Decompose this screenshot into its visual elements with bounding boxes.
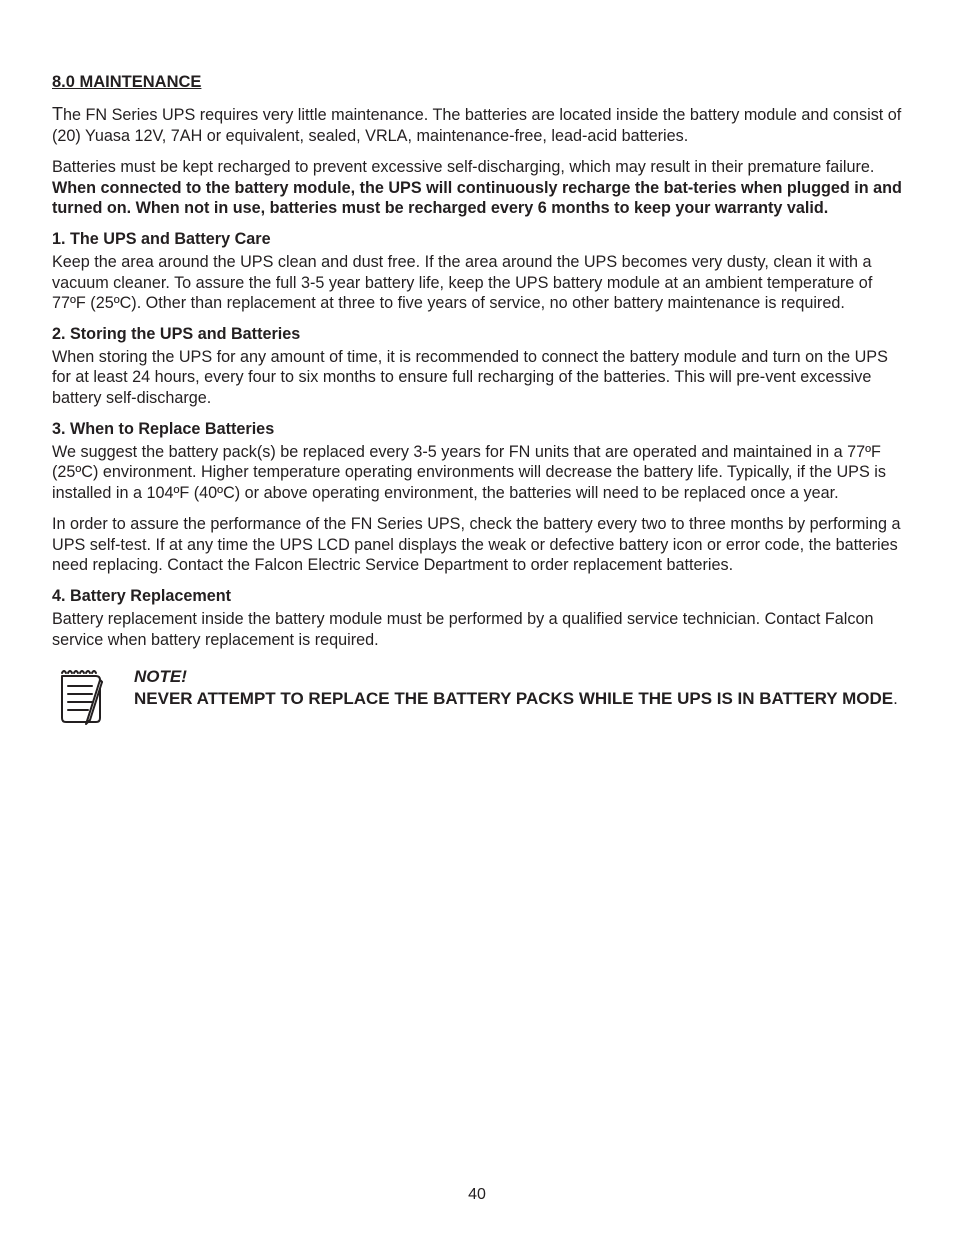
storing-paragraph: When storing the UPS for any amount of t… xyxy=(52,347,902,409)
document-page: 8.0 MAINTENANCE The FN Series UPS requir… xyxy=(0,0,954,1235)
warranty-text-bold: When connected to the battery module, th… xyxy=(52,179,902,218)
note-block: NOTE! NEVER ATTEMPT TO REPLACE THE BATTE… xyxy=(52,664,902,728)
warranty-text-a: Batteries must be kept recharged to prev… xyxy=(52,158,874,176)
intro-text: he FN Series UPS requires very little ma… xyxy=(52,106,901,145)
note-text: NOTE! NEVER ATTEMPT TO REPLACE THE BATTE… xyxy=(134,664,902,710)
battery-replacement-paragraph: Battery replacement inside the battery m… xyxy=(52,609,902,650)
ups-care-paragraph: Keep the area around the UPS clean and d… xyxy=(52,252,902,314)
note-body: NEVER ATTEMPT TO REPLACE THE BATTERY PAC… xyxy=(134,688,902,710)
note-body-main: NEVER ATTEMPT TO REPLACE THE BATTERY PAC… xyxy=(134,689,893,708)
note-label: NOTE! xyxy=(134,666,902,688)
warranty-paragraph: Batteries must be kept recharged to prev… xyxy=(52,157,902,219)
note-body-period: . xyxy=(893,689,898,708)
subhead-storing: 2. Storing the UPS and Batteries xyxy=(52,324,902,345)
notepad-icon xyxy=(52,664,112,728)
subhead-ups-care: 1. The UPS and Battery Care xyxy=(52,229,902,250)
replace-when-paragraph-2: In order to assure the performance of th… xyxy=(52,514,902,576)
drop-cap: T xyxy=(52,104,63,124)
intro-paragraph: The FN Series UPS requires very little m… xyxy=(52,103,902,147)
section-title: 8.0 MAINTENANCE xyxy=(52,72,902,93)
replace-when-paragraph-1: We suggest the battery pack(s) be replac… xyxy=(52,442,902,504)
page-number: 40 xyxy=(0,1185,954,1205)
subhead-replace-when: 3. When to Replace Batteries xyxy=(52,419,902,440)
subhead-battery-replacement: 4. Battery Replacement xyxy=(52,586,902,607)
